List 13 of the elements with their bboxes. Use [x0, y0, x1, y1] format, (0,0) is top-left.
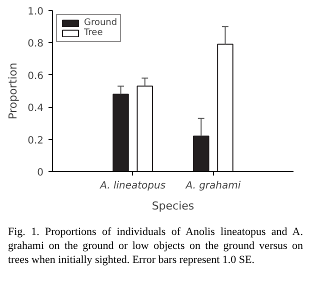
x-axis-title: Species	[152, 200, 194, 212]
caption: Fig. 1. Proportions of individuals of Anolis lineatopus and A. grahami on the ground or low objects on the ground versus on trees when initially sighted. Error bars represent 1.0 SE.	[8, 226, 303, 268]
y-tick-label: 0.8	[28, 38, 44, 50]
legend-label: Tree	[84, 28, 104, 38]
y-tick-label: 0	[37, 168, 44, 178]
y-tick-label: 0.6	[28, 70, 44, 82]
legend-label: Ground	[84, 18, 118, 28]
x-tick-label: A. grahami	[184, 180, 241, 192]
y-tick-label: 0.4	[28, 103, 44, 114]
y-tick-label: 0.2	[28, 135, 44, 146]
x-tick-label: A. lineatopus	[99, 180, 166, 192]
y-axis-title: Proportion	[6, 62, 20, 120]
y-tick-label: 1.0	[28, 6, 44, 18]
